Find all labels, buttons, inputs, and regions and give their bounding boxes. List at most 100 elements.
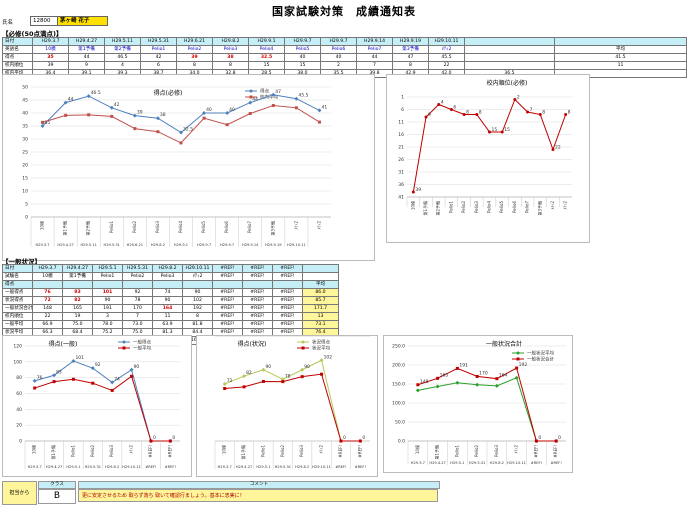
table-cell [464,61,555,70]
y-tick-label: 10 [22,189,28,195]
table-cell: #REF! [272,320,303,329]
data-label: 2 [517,95,520,101]
rank-cell: 8 [212,61,249,70]
table-cell: 19 [62,312,93,321]
data-label: 90 [265,364,271,370]
data-point [261,379,265,383]
data-point [358,439,362,443]
data-label: 39 [415,187,421,193]
x-date-label: #REF! [550,461,561,465]
table-cell: #REF! [242,272,273,281]
data-label: 47 [275,89,281,95]
table-cell: #REF! [272,272,303,281]
x-date-label: H29.4.27 [57,243,73,247]
data-label: 39 [137,110,143,116]
x-tick-label: 第3予備 [536,201,542,216]
rank-cell: 15 [248,61,285,70]
table-cell: ﾒﾃｨ2 [182,272,213,281]
data-label: 8 [568,110,571,116]
table-cell [272,280,303,289]
x-tick-label: 第1予備 [422,201,428,216]
data-label: 35 [45,120,51,126]
data-label: 0 [538,435,541,441]
data-point [415,388,420,393]
data-point [495,377,499,381]
test-name-cell: Pelio4 [248,45,285,54]
x-tick-label: Pelio3 [474,201,479,213]
table-cell: #REF! [212,312,243,321]
y-tick-label: 50.0 [395,420,405,426]
data-point [526,110,530,114]
table-cell: 66.9 [32,320,63,329]
score-cell: 38 [212,53,249,62]
x-tick-label: Pelio3 [494,445,499,457]
y-tick-label: 20 [22,163,28,169]
x-tick-label: Pelio2 [132,221,137,233]
data-point [294,96,299,101]
data-label: 8 [466,110,469,116]
x-date-label: #REF! [355,465,366,469]
x-tick-label: Pelio2 [474,445,479,457]
legend-marker [249,89,253,93]
table-cell: 7 [122,312,153,321]
comment-area: 担当から クラス B コメント 更に安定させるため 取らず落ち 取いて確認行まし… [2,481,686,505]
x-tick-label: ﾒﾃｨ2 [128,445,134,454]
table-row: 一般平均 66.9 75.0 78.0 73.0 63.9 81.8 #REF! #REF! #R… [2,320,339,329]
data-label: 192 [519,362,528,368]
data-point [149,439,153,443]
table-cell: 78.0 [92,320,123,329]
chart-title: 校内順位(必修) [487,79,528,87]
table-cell [152,280,183,289]
table-cell: 90 [92,296,123,305]
table-cell: 82 [62,296,93,305]
data-label: 165 [440,372,449,378]
table-cell: H29.5.1 [92,264,123,273]
y-tick-label: 30 [22,137,28,143]
date-cell: H29.5.31 [140,37,177,46]
data-point [110,388,114,392]
data-label: 0 [172,435,175,441]
series-line [224,373,361,442]
data-point [179,130,183,135]
chart-status-score: 得点(状況) 状況得点 状況平均 72 82 90 78 90 102 0 0 10模 第1予備 Peli… [196,335,378,477]
data-point [281,380,285,384]
x-date-label: H29.5.31 [85,465,101,469]
x-tick-label: Pelio6 [224,221,229,233]
x-date-label: H29.8.2 [151,243,165,247]
comment-header: コメント [78,481,440,489]
table-cell: 10模 [32,272,63,281]
data-point [248,100,253,105]
x-tick-label: 第2予備 [85,221,91,236]
series-line [34,375,171,442]
data-point [242,385,246,389]
x-tick-label: Pelio1 [448,201,453,213]
data-label: 0 [153,435,156,441]
data-label: 72 [227,378,233,384]
x-tick-label: ﾒﾃｨ2 [315,221,321,230]
x-date-label: #REF! [531,461,542,465]
x-tick-label: Pelio7 [247,221,252,233]
table-cell: #REF! [212,296,243,305]
section2-label: 【一般状況】 [2,258,41,266]
x-tick-label: ﾒﾃｨ2 [513,445,519,454]
x-date-label: H29.8.2 [295,465,309,469]
x-tick-label: Pelio1 [109,221,114,233]
y-tick-label: 15 [22,176,28,182]
legend-label: 状況得点 [312,339,330,346]
table-row: 試験名 10模 第1予備 Pelio1 Pelio2 Pelio3 ﾒﾃｨ2 #REF! #RE… [2,272,339,281]
table-cell: 74 [152,288,183,297]
y-tick-label: 36 [398,182,404,188]
date-cell: H29.10.11 [428,37,465,46]
x-date-label: H29.5.31 [469,461,485,465]
class-value: B [38,489,76,504]
summary-cell [302,272,339,281]
table-cell: #REF! [212,272,243,281]
data-label: 170 [479,370,488,376]
y-tick-label: 60 [16,391,22,397]
data-label: 4 [441,100,444,106]
test-name-cell: Pelio6 [320,45,357,54]
x-tick-label: Pelio2 [90,445,95,457]
x-tick-label: Pelio3 [155,221,160,233]
table-cell: Pelio2 [122,272,153,281]
table-cell [182,280,213,289]
